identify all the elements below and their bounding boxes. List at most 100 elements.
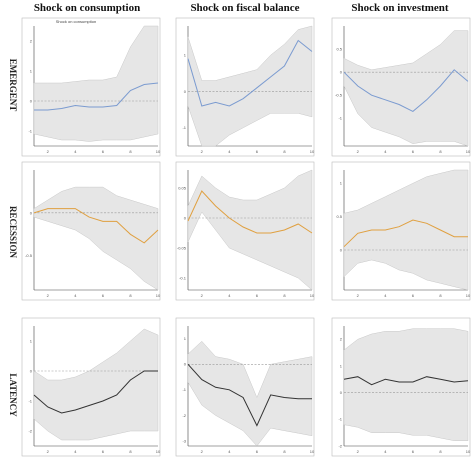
y-tick-label: -0.05 (177, 245, 187, 250)
x-tick-label: 4 (228, 293, 231, 298)
confidence-band (33, 25, 159, 142)
irf-line (343, 219, 468, 248)
y-tick-label: -1 (28, 128, 32, 133)
x-tick-label: 10 (156, 293, 161, 298)
irf-panel-r2-c2: 2 4 6 8 10 -2 -1 0 1 2 (331, 317, 471, 457)
x-tick-label: 10 (310, 149, 315, 154)
x-tick-label: 6 (412, 449, 415, 454)
x-tick-label: 8 (283, 293, 286, 298)
y-tick-label: 0 (30, 98, 33, 103)
irf-line (33, 208, 159, 244)
y-tick-label: 1 (340, 363, 343, 368)
confidence-band (343, 30, 469, 147)
x-tick-label: 2 (357, 149, 360, 154)
x-tick-label: 10 (466, 293, 471, 298)
row-label-latency: LATENCY (8, 373, 18, 417)
y-tick-label: 0.05 (178, 185, 187, 190)
x-tick-label: 4 (74, 293, 77, 298)
x-tick-label: 6 (102, 149, 105, 154)
irf-panel-r2-c0: 2 4 6 8 10 -2 -1 0 1 (21, 317, 161, 457)
y-tick-label: 0 (30, 368, 33, 373)
irf-line (34, 82, 159, 111)
x-tick-label: 8 (129, 449, 132, 454)
x-tick-label: 8 (129, 149, 132, 154)
y-tick-label: 0 (30, 210, 33, 215)
x-tick-label: 10 (156, 149, 161, 154)
y-tick-label: 0 (340, 390, 343, 395)
x-tick-label: 2 (201, 149, 204, 154)
y-tick-label: -3 (182, 438, 186, 443)
x-tick-label: 2 (201, 449, 204, 454)
y-tick-label: 2 (30, 38, 33, 43)
x-tick-label: 8 (439, 293, 442, 298)
y-tick-label: -1 (338, 417, 342, 422)
column-title-investment: Shock on investment (351, 2, 449, 14)
x-tick-label: 10 (466, 149, 471, 154)
y-tick-label: 1 (184, 52, 187, 57)
x-tick-label: 10 (310, 449, 315, 454)
x-tick-label: 8 (129, 293, 132, 298)
confidence-band (187, 25, 313, 147)
y-tick-label: -2 (338, 443, 342, 448)
irf-line (343, 69, 469, 112)
x-tick-label: 4 (384, 293, 387, 298)
y-tick-label: 0 (184, 89, 187, 94)
x-tick-label: 6 (102, 449, 105, 454)
y-tick-label: -0.5 (335, 93, 343, 98)
y-tick-label: 0 (184, 215, 187, 220)
y-tick-label: -1 (28, 398, 32, 403)
x-tick-label: 2 (47, 293, 50, 298)
irf-panel-r1-c2: 2 4 6 8 10 0 0.5 1 (331, 161, 471, 301)
confidence-band (343, 328, 469, 441)
irf-line (343, 376, 469, 386)
row-label-recession: RECESSION (8, 206, 18, 259)
x-tick-label: 4 (228, 449, 231, 454)
y-tick-label: 0.5 (336, 46, 342, 51)
irf-panel-r0-c0: 2 4 6 8 10 -1 0 1 2 Shock on consumption (21, 17, 161, 157)
y-tick-label: 1 (340, 181, 343, 186)
y-tick-label: 0.5 (336, 214, 342, 219)
y-tick-label: 0 (340, 70, 343, 75)
irf-line (33, 370, 158, 414)
x-tick-label: 4 (384, 149, 387, 154)
x-tick-label: 4 (228, 149, 231, 154)
y-tick-label: 2 (340, 337, 343, 342)
x-tick-label: 10 (156, 449, 161, 454)
y-tick-label: -0.5 (25, 253, 33, 258)
y-tick-label: 1 (184, 336, 187, 341)
confidence-band (187, 340, 313, 447)
x-tick-label: 8 (283, 149, 286, 154)
x-tick-label: 2 (357, 293, 360, 298)
column-title-consumption: Shock on consumption (34, 2, 140, 14)
x-tick-label: 6 (256, 149, 259, 154)
irf-panel-r1-c1: 2 4 6 8 10 -0.1 -0.05 0 0.05 (175, 161, 315, 301)
x-tick-label: 4 (384, 449, 387, 454)
irf-line (187, 190, 313, 234)
row-label-emergent: EMERGENT (8, 59, 18, 112)
irf-line (187, 363, 312, 427)
x-tick-label: 8 (439, 449, 442, 454)
y-tick-label: -0.1 (179, 275, 187, 280)
irf-panel-r2-c1: 2 4 6 8 10 -3 -2 -1 0 1 (175, 317, 315, 457)
x-tick-label: 6 (412, 149, 415, 154)
y-tick-label: -2 (182, 413, 186, 418)
x-tick-label: 10 (466, 449, 471, 454)
x-tick-label: 2 (201, 293, 204, 298)
x-tick-label: 2 (47, 449, 50, 454)
x-tick-label: 4 (74, 449, 77, 454)
x-tick-label: 6 (256, 293, 259, 298)
y-tick-label: 0 (184, 362, 187, 367)
x-tick-label: 4 (74, 149, 77, 154)
y-tick-label: 0 (340, 247, 343, 252)
column-title-fiscal-balance: Shock on fiscal balance (190, 2, 299, 14)
x-tick-label: 6 (256, 449, 259, 454)
y-tick-label: -1 (182, 387, 186, 392)
y-tick-label: 1 (30, 338, 33, 343)
irf-panel-r1-c0: 2 4 6 8 10 -0.5 0 (21, 161, 161, 301)
panel-inner-title: Shock on consumption (56, 19, 96, 24)
y-tick-label: -1 (182, 125, 186, 130)
x-tick-label: 2 (47, 149, 50, 154)
x-tick-label: 2 (357, 449, 360, 454)
